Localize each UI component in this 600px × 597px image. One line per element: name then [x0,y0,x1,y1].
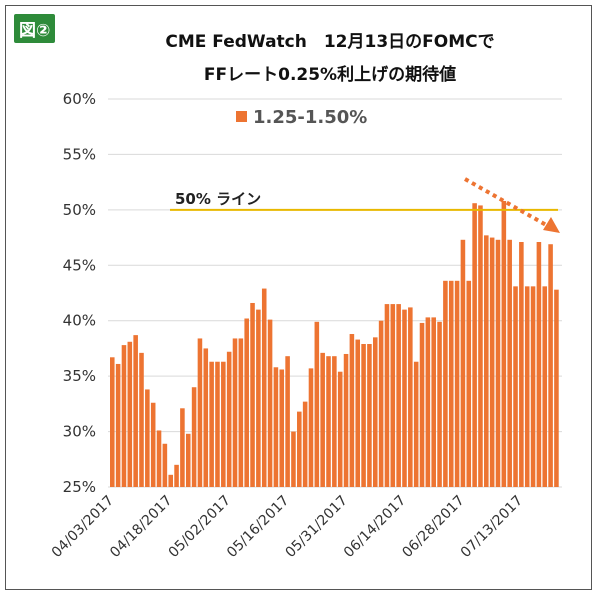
bar [261,288,267,487]
bar [478,205,483,487]
bar [419,322,425,487]
bar [221,361,226,487]
bar [285,356,290,487]
bar [343,353,349,487]
bar [408,307,413,487]
bar [372,337,378,487]
bar [402,309,407,487]
bar [115,363,121,487]
bar [314,321,320,487]
bar [367,343,372,487]
bar [139,352,144,487]
bar [554,289,559,487]
bar [297,411,302,487]
bar [180,408,185,487]
bar [501,200,507,487]
legend-swatch [236,111,247,122]
bar [133,335,138,487]
y-tick-label: 40% [63,312,96,330]
x-tick-label: 07/13/2017 [458,493,526,561]
bar [203,348,209,487]
bar [536,242,542,487]
bar [396,304,401,487]
bar [489,237,495,487]
bar [215,361,220,487]
trend-arrow [464,177,560,233]
bar [191,387,197,487]
chart-frame [5,5,592,590]
bar [519,242,524,487]
bar [279,369,285,487]
bar [530,286,536,487]
bar [308,368,314,487]
bar [238,338,244,487]
figure-badge: 図② [14,14,56,43]
bar [437,321,442,487]
bar [174,464,179,487]
bar [484,235,489,487]
y-tick-label: 25% [63,478,96,496]
bar [244,318,249,487]
y-tick-label: 45% [63,256,96,274]
bar [145,389,150,487]
bar [548,244,553,487]
bar [472,203,477,487]
chart-title-line1: CME FedWatch 12月13日のFOMCで [165,32,494,52]
bar [197,338,203,487]
bar [320,352,325,487]
bar [291,431,296,487]
bar [460,239,466,487]
bar [355,339,361,487]
bar [466,280,472,487]
bar [232,338,238,487]
bar [256,309,261,487]
bar [162,443,168,487]
bar [150,402,156,487]
bar [209,361,214,487]
bar [495,239,501,487]
bar [267,319,273,487]
bar [337,371,343,487]
bar [413,361,419,487]
y-tick-label: 30% [63,423,96,441]
y-tick-label: 50% [63,201,96,219]
legend-label: 1.25-1.50% [253,107,367,128]
bar [168,474,173,487]
bar [156,430,162,487]
reference-line-label: 50% ライン [175,190,261,208]
bar [425,317,431,487]
bar [431,317,436,487]
bar [226,351,232,487]
bar [110,357,115,487]
bar [273,367,279,487]
bar [448,280,454,487]
bar [454,280,460,487]
bar [384,304,390,487]
bar [332,356,337,487]
y-tick-label: 55% [63,145,96,163]
bar [524,286,530,487]
bar [302,401,308,487]
y-tick-label: 60% [63,90,96,108]
bar [349,334,355,487]
bar [127,341,133,487]
chart-title-line2: FFレート0.25%利上げの期待値 [204,64,456,85]
bar [250,302,255,487]
bar [326,356,331,487]
bar [513,286,518,487]
bar [121,345,127,487]
bar [378,320,384,487]
bar [443,280,448,487]
bar [507,239,512,487]
bar [361,343,366,487]
bar [185,433,191,487]
bar [542,286,548,487]
bar [390,304,396,487]
y-tick-label: 35% [63,367,96,385]
